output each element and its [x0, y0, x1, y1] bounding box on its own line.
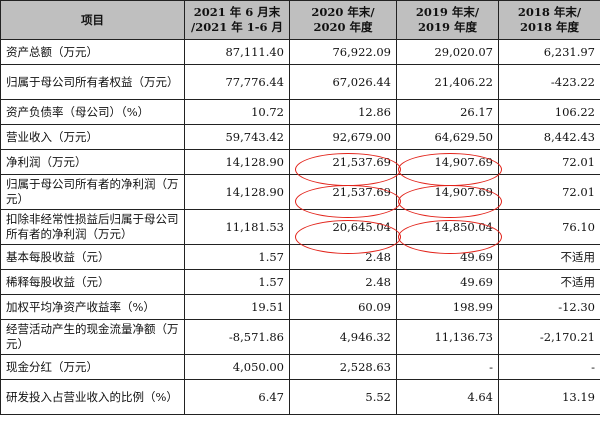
cell-2020: 92,679.00 [289, 124, 397, 150]
cell-2019: 198.99 [396, 294, 499, 320]
table-row: 稀释每股收益（元） 1.57 2.48 49.69 不适用 [0, 269, 600, 295]
table-row: 资产总额（万元） 87,111.40 76,922.09 29,020.07 6… [0, 39, 600, 65]
cell-2018: 72.01 [498, 174, 600, 210]
cell-2021h1: 14,128.90 [184, 174, 290, 210]
cell-2019: 14,850.04 [396, 209, 499, 245]
cell-2018: 106.22 [498, 99, 600, 125]
table-row: 基本每股收益（元） 1.57 2.48 49.69 不适用 [0, 244, 600, 270]
row-label: 经营活动产生的现金流量净额（万元） [0, 319, 185, 355]
row-label: 营业收入（万元） [0, 124, 185, 150]
cell-2019: 49.69 [396, 269, 499, 295]
row-label: 基本每股收益（元） [0, 244, 185, 270]
cell-2021h1: 4,050.00 [184, 354, 290, 380]
row-label: 现金分红（万元） [0, 354, 185, 380]
cell-2020: 20,645.04 [289, 209, 397, 245]
cell-2019: 11,136.73 [396, 319, 499, 355]
row-label: 研发投入占营业收入的比例（%） [0, 379, 185, 415]
row-label: 资产负债率（母公司）（%） [0, 99, 185, 125]
cell-2020: 76,922.09 [289, 39, 397, 65]
header-2021h1-line2: /2021 年 1-6 月 [191, 20, 283, 34]
row-label: 净利润（万元） [0, 149, 185, 175]
header-2021h1-line1: 2021 年 6 月末 [193, 5, 281, 19]
row-label: 资产总额（万元） [0, 39, 185, 65]
cell-2020: 60.09 [289, 294, 397, 320]
header-2020: 2020 年末/2020 年度 [289, 0, 397, 40]
table-row: 归属于母公司所有者的净利润（万元） 14,128.90 21,537.69 14… [0, 174, 600, 210]
header-2019: 2019 年末/2019 年度 [396, 0, 499, 40]
cell-2020: 4,946.32 [289, 319, 397, 355]
table-row: 归属于母公司所有者权益（万元） 77,776.44 67,026.44 21,4… [0, 64, 600, 100]
table-row: 经营活动产生的现金流量净额（万元） -8,571.86 4,946.32 11,… [0, 319, 600, 355]
cell-2021h1: 11,181.53 [184, 209, 290, 245]
cell-2018: -423.22 [498, 64, 600, 100]
cell-2018: 13.19 [498, 379, 600, 415]
cell-2021h1: 77,776.44 [184, 64, 290, 100]
row-label: 加权平均净资产收益率（%） [0, 294, 185, 320]
financial-summary-table: 项目 2021 年 6 月末/2021 年 1-6 月 2020 年末/2020… [0, 0, 600, 415]
cell-2020: 2.48 [289, 269, 397, 295]
cell-2021h1: 59,743.42 [184, 124, 290, 150]
cell-2021h1: 6.47 [184, 379, 290, 415]
cell-2018: -12.30 [498, 294, 600, 320]
row-label: 归属于母公司所有者权益（万元） [0, 64, 185, 100]
cell-2018: 76.10 [498, 209, 600, 245]
table-row: 现金分红（万元） 4,050.00 2,528.63 - - [0, 354, 600, 380]
cell-2021h1: 1.57 [184, 269, 290, 295]
cell-2021h1: 19.51 [184, 294, 290, 320]
header-2019-line2: 2019 年度 [417, 20, 477, 34]
cell-2020: 2,528.63 [289, 354, 397, 380]
cell-2020: 12.86 [289, 99, 397, 125]
header-2018: 2018 年末/2018 年度 [498, 0, 600, 40]
cell-2018: 72.01 [498, 149, 600, 175]
header-2020-line1: 2020 年末/ [311, 5, 375, 19]
header-item-label: 项目 [81, 12, 104, 27]
cell-2019: 14,907.69 [396, 174, 499, 210]
table-row: 净利润（万元） 14,128.90 21,537.69 14,907.69 72… [0, 149, 600, 175]
cell-2020: 5.52 [289, 379, 397, 415]
cell-2018: 不适用 [498, 244, 600, 270]
table-row: 扣除非经常性损益后归属于母公司所有者的净利润（万元） 11,181.53 20,… [0, 209, 600, 245]
cell-2019: - [396, 354, 499, 380]
header-2018-line1: 2018 年末/ [517, 5, 582, 19]
table-row: 研发投入占营业收入的比例（%） 6.47 5.52 4.64 13.19 [0, 379, 600, 415]
cell-2019: 64,629.50 [396, 124, 499, 150]
cell-2019: 14,907.69 [396, 149, 499, 175]
table-row: 资产负债率（母公司）（%） 10.72 12.86 26.17 106.22 [0, 99, 600, 125]
cell-2019: 4.64 [396, 379, 499, 415]
header-2020-line2: 2020 年度 [313, 20, 373, 34]
cell-2019: 29,020.07 [396, 39, 499, 65]
cell-2020: 67,026.44 [289, 64, 397, 100]
cell-2020: 2.48 [289, 244, 397, 270]
table-row: 营业收入（万元） 59,743.42 92,679.00 64,629.50 8… [0, 124, 600, 150]
cell-2019: 21,406.22 [396, 64, 499, 100]
cell-2018: 8,442.43 [498, 124, 600, 150]
cell-2021h1: 1.57 [184, 244, 290, 270]
cell-2019: 26.17 [396, 99, 499, 125]
cell-2019: 49.69 [396, 244, 499, 270]
cell-2021h1: 10.72 [184, 99, 290, 125]
header-2018-line2: 2018 年度 [519, 20, 579, 34]
table-row: 加权平均净资产收益率（%） 19.51 60.09 198.99 -12.30 [0, 294, 600, 320]
cell-2018: - [498, 354, 600, 380]
row-label: 稀释每股收益（元） [0, 269, 185, 295]
cell-2020: 21,537.69 [289, 174, 397, 210]
header-row: 项目 2021 年 6 月末/2021 年 1-6 月 2020 年末/2020… [0, 0, 600, 40]
cell-2018: -2,170.21 [498, 319, 600, 355]
cell-2020: 21,537.69 [289, 149, 397, 175]
header-2019-line1: 2019 年末/ [415, 5, 480, 19]
cell-2018: 不适用 [498, 269, 600, 295]
cell-2021h1: 14,128.90 [184, 149, 290, 175]
cell-2021h1: -8,571.86 [184, 319, 290, 355]
row-label: 归属于母公司所有者的净利润（万元） [0, 174, 185, 210]
row-label: 扣除非经常性损益后归属于母公司所有者的净利润（万元） [0, 209, 185, 245]
cell-2021h1: 87,111.40 [184, 39, 290, 65]
header-2021h1: 2021 年 6 月末/2021 年 1-6 月 [184, 0, 290, 40]
cell-2018: 6,231.97 [498, 39, 600, 65]
header-item: 项目 [0, 0, 185, 40]
